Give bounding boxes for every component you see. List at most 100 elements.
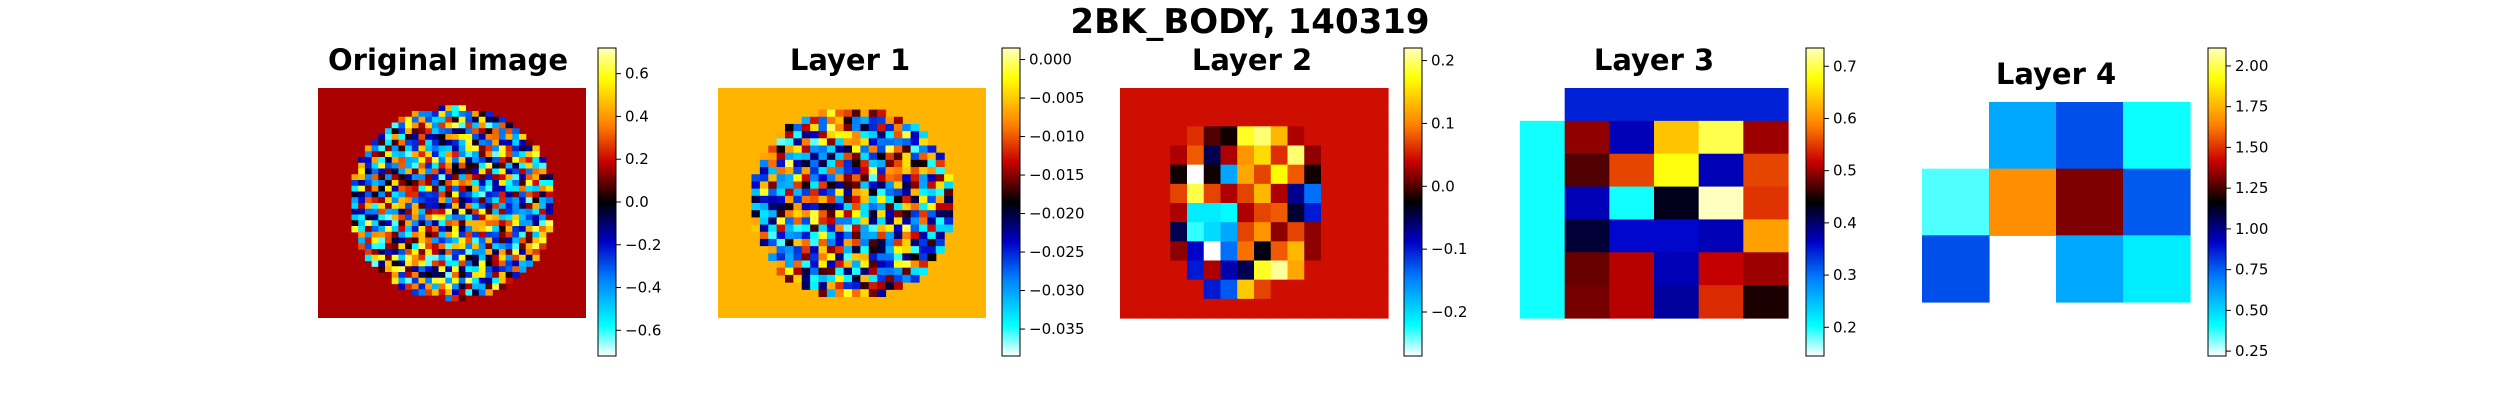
heatmap-cell [364, 145, 373, 152]
heatmap-cell [472, 139, 480, 147]
heatmap-cell [843, 123, 853, 132]
heatmap-cell [438, 128, 446, 135]
heatmap-cell [910, 195, 920, 204]
heatmap-cell [485, 116, 493, 124]
heatmap-cell [485, 249, 493, 256]
heatmap-cell [902, 181, 912, 190]
heatmap-cell [445, 295, 453, 302]
heatmap-cell [445, 157, 453, 164]
heatmap-cell [1220, 88, 1238, 108]
heatmap-cell [835, 231, 845, 240]
colorbar-tick-label: −0.4 [625, 279, 661, 297]
heatmap-cell [893, 274, 903, 283]
heatmap-cell [843, 188, 853, 197]
colorbar-tick-label: 0.25 [2235, 342, 2268, 360]
heatmap-cell [935, 224, 945, 233]
heatmap-cell [519, 157, 527, 164]
heatmap-cell [860, 260, 870, 269]
heatmap-cell [793, 231, 803, 240]
heatmap-cell [860, 289, 870, 298]
heatmap-cell [852, 145, 861, 154]
heatmap-cell [452, 220, 460, 227]
heatmap-cell [1187, 203, 1205, 223]
heatmap-cell [919, 246, 928, 254]
heatmap-cell [458, 243, 466, 250]
heatmap-cell [826, 131, 836, 139]
heatmap-cell [1354, 298, 1372, 319]
heatmap-cell [485, 277, 493, 285]
heatmap-cell [371, 145, 379, 152]
heatmap-cell [539, 174, 547, 181]
heatmap-cell [485, 208, 493, 216]
colorbar [1001, 47, 1021, 357]
heatmap-cell [492, 208, 500, 216]
heatmap-cell [1254, 126, 1272, 147]
heatmap-cell [411, 231, 420, 239]
heatmap-cell [431, 237, 440, 244]
heatmap-cell [785, 253, 794, 262]
heatmap-cell [1203, 222, 1222, 242]
heatmap-cell [519, 237, 527, 244]
heatmap-cell [910, 267, 920, 276]
heatmap-cell [498, 243, 507, 250]
heatmap-cell [398, 180, 406, 187]
heatmap-cell [418, 151, 426, 158]
panel-4: Layer 30.20.30.40.50.60.7 [1520, 43, 1857, 357]
heatmap-cell [1354, 260, 1372, 281]
heatmap-cell [364, 185, 373, 193]
heatmap-cell [452, 226, 460, 233]
heatmap-cell [385, 157, 393, 164]
heatmap-cell [801, 159, 811, 168]
heatmap-cell [826, 116, 836, 125]
heatmap-cell [776, 174, 786, 183]
heatmap-cell [1371, 203, 1389, 223]
heatmap-cell [927, 195, 937, 204]
heatmap-cell [458, 220, 466, 227]
heatmap-cell [458, 226, 466, 233]
heatmap-cell [852, 274, 861, 283]
heatmap-cell [505, 128, 513, 135]
heatmap-cell [519, 162, 527, 170]
heatmap-cell [935, 167, 945, 175]
heatmap-cell [418, 162, 426, 170]
heatmap-cell [776, 267, 786, 276]
heatmap-cell [532, 243, 540, 250]
heatmap-cell [852, 159, 861, 168]
heatmap-cell [525, 220, 533, 227]
heatmap-cell [465, 162, 473, 170]
colorbar-tick-label: 0.1 [1431, 114, 1455, 132]
heatmap-cell [485, 289, 493, 296]
heatmap-cell [478, 168, 487, 175]
heatmap-cell [818, 109, 828, 118]
heatmap-cell [835, 224, 845, 233]
heatmap-cell [801, 145, 811, 154]
heatmap-cell [927, 145, 937, 154]
heatmap-cell [1220, 279, 1238, 300]
heatmap-cell [868, 138, 878, 147]
heatmap-cell [411, 162, 420, 170]
panel-title: Layer 1 [790, 43, 910, 77]
heatmap-cell [532, 168, 540, 175]
heatmap-cell [505, 122, 513, 129]
heatmap-cell [801, 152, 811, 161]
heatmap-cell [885, 152, 895, 161]
heatmap-cell [1187, 126, 1205, 147]
heatmap-cell [793, 167, 803, 175]
heatmap-cell [793, 203, 803, 211]
heatmap-cell [512, 254, 520, 262]
heatmap-cell [431, 272, 440, 279]
heatmap-cell [452, 254, 460, 262]
heatmap-cell [860, 253, 870, 262]
heatmap-cell [452, 128, 460, 135]
heatmap-cell [818, 224, 828, 233]
heatmap-cell [1321, 88, 1339, 108]
heatmap-cell [1270, 145, 1289, 166]
heatmap-cell [431, 185, 440, 193]
heatmap-cell [860, 138, 870, 147]
heatmap-cell [793, 159, 803, 168]
heatmap-cell [532, 180, 540, 187]
heatmap-cell [1170, 241, 1188, 262]
heatmap-cell [810, 231, 820, 240]
heatmap-cell [910, 138, 920, 147]
heatmap-cell [391, 254, 399, 262]
